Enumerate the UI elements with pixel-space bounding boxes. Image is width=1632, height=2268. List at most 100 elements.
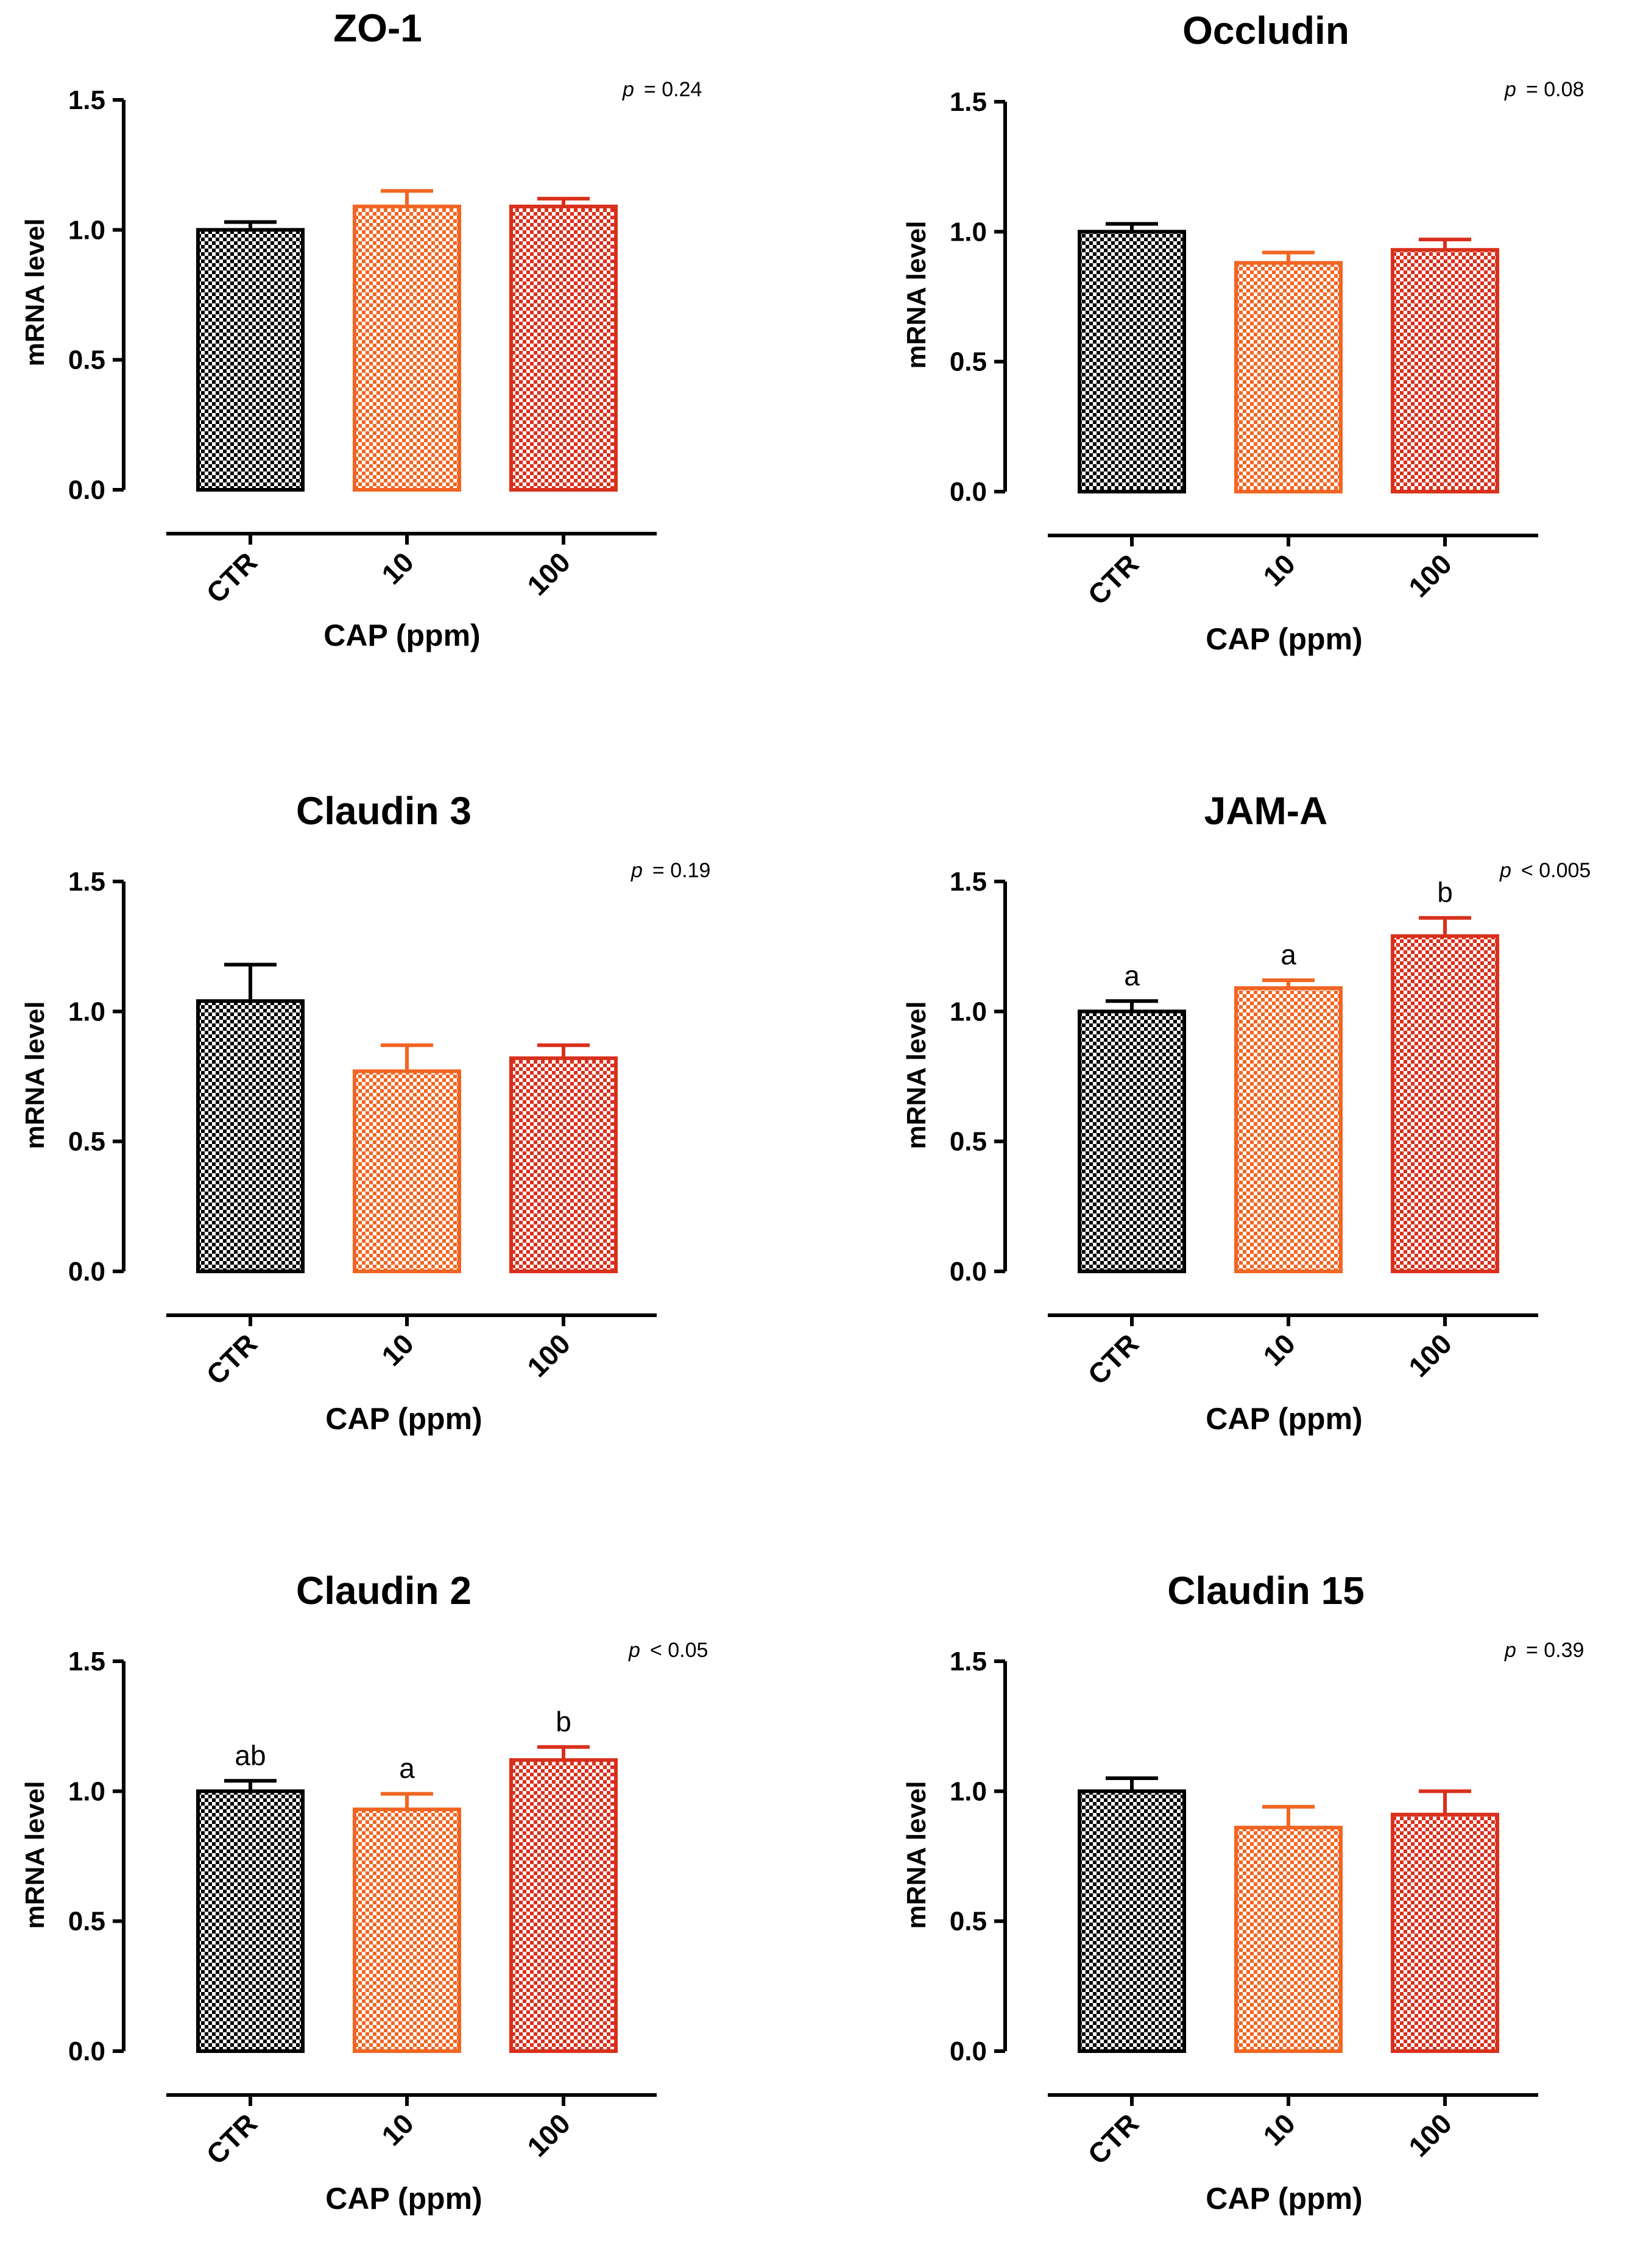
bar-ctr [1078, 1789, 1186, 2053]
y-axis-label: mRNA level [902, 1002, 931, 1150]
chart-title: Claudin 2 [296, 1569, 472, 1613]
x-tick-label: CTR [1081, 2107, 1145, 2171]
bar-10 [1234, 261, 1343, 493]
p-symbol: p [628, 1639, 640, 1662]
bar-10 [353, 1807, 461, 2053]
p-symbol: p [1504, 78, 1516, 101]
bar-ctr [1078, 230, 1186, 493]
p-value-text: = 0.08 [1526, 78, 1584, 101]
bar-100 [509, 1056, 618, 1273]
y-tick-label: 1.5 [68, 1647, 105, 1676]
chart-title: JAM-A [1204, 789, 1328, 833]
y-tick-label: 1.0 [68, 1776, 105, 1806]
x-tick-label: CTR [1081, 1327, 1145, 1391]
bar-10 [1234, 1826, 1343, 2053]
x-tick-label: CTR [200, 2107, 263, 2171]
bar-100 [509, 204, 618, 492]
p-symbol: p [622, 78, 634, 101]
x-tick-label: 100 [1402, 1327, 1458, 1383]
p-value: p = 0.24 [622, 78, 702, 101]
p-value: p = 0.19 [631, 859, 710, 882]
x-axis-label: CAP (ppm) [325, 1402, 482, 1436]
bar-10 [1234, 986, 1343, 1274]
significance-letter: a [399, 1753, 415, 1784]
bar-100 [1391, 934, 1499, 1273]
p-value: p = 0.39 [1504, 1639, 1584, 1662]
significance-letter: b [556, 1706, 571, 1737]
y-axis-label: mRNA level [20, 1781, 50, 1929]
x-axis-label: CAP (ppm) [325, 2181, 482, 2216]
panel-claudin2: Claudin 2 mRNA level p < 0.05 CAP (ppm) 0… [20, 1569, 708, 2216]
p-value-text: = 0.39 [1526, 1639, 1584, 1662]
x-tick-label: 10 [1257, 1327, 1301, 1372]
x-tick-label: 100 [521, 1327, 576, 1383]
x-tick-label: 10 [375, 546, 420, 590]
y-tick-label: 0.5 [950, 1127, 987, 1157]
x-tick-label: CTR [1081, 548, 1145, 611]
y-tick-label: 0.5 [950, 347, 987, 377]
significance-letter: a [1281, 939, 1296, 970]
p-symbol: p [1499, 859, 1511, 882]
y-tick-label: 0.0 [68, 475, 105, 505]
p-value-text: = 0.19 [652, 859, 710, 882]
y-tick-label: 1.5 [68, 85, 105, 115]
y-tick-label: 1.5 [68, 867, 105, 897]
bar-ctr [196, 999, 305, 1274]
x-tick-label: 10 [375, 1327, 420, 1372]
y-axis-label: mRNA level [20, 1002, 50, 1150]
p-value: p < 0.05 [628, 1639, 708, 1662]
bar-ctr [196, 228, 305, 492]
bar-100 [509, 1758, 618, 2053]
y-tick-label: 1.5 [950, 1647, 987, 1676]
y-axis-label: mRNA level [902, 1781, 931, 1929]
panel-occludin: Occludin mRNA level p = 0.08 CAP (ppm) 0.… [902, 9, 1584, 656]
p-value: p = 0.08 [1504, 78, 1584, 101]
y-tick-label: 0.0 [950, 1257, 987, 1287]
y-tick-label: 1.0 [950, 1776, 987, 1806]
y-tick-label: 0.5 [68, 1907, 105, 1937]
x-tick-label: 100 [1402, 548, 1458, 603]
y-tick-label: 0.0 [68, 1257, 105, 1287]
chart-title: Occludin [1182, 9, 1349, 52]
y-tick-label: 1.5 [950, 87, 987, 117]
y-tick-label: 0.0 [68, 2037, 105, 2066]
x-tick-label: 10 [375, 2107, 420, 2152]
p-symbol: p [1504, 1639, 1516, 1662]
significance-letter: ab [235, 1739, 266, 1771]
bar-10 [353, 204, 461, 492]
p-value: p < 0.005 [1499, 859, 1591, 882]
panel-zo1: ZO-1 mRNA level p = 0.24 CAP (ppm) 0.0 0.5… [20, 6, 702, 652]
y-tick-label: 1.0 [68, 215, 105, 245]
y-tick-label: 1.0 [950, 217, 987, 247]
p-value-text: < 0.05 [650, 1639, 708, 1662]
panel-jama: JAM-A mRNA level p < 0.005 CAP (ppm) 0.0 0… [902, 789, 1591, 1436]
panel-claudin3: Claudin 3 mRNA level p = 0.19 CAP (ppm) 0… [20, 789, 710, 1436]
y-tick-label: 0.5 [68, 345, 105, 375]
x-tick-label: 100 [521, 2107, 576, 2163]
x-tick-label: 10 [1257, 548, 1301, 592]
p-symbol: p [631, 859, 643, 882]
y-tick-label: 1.0 [950, 997, 987, 1026]
panel-claudin15: Claudin 15 mRNA level p = 0.39 CAP (ppm) … [902, 1569, 1584, 2216]
p-value-text: = 0.24 [644, 78, 702, 101]
bar-ctr [1078, 1009, 1186, 1274]
y-axis-label: mRNA level [20, 219, 50, 367]
significance-letter: a [1124, 959, 1140, 991]
y-axis-label: mRNA level [902, 221, 931, 369]
x-axis-label: CAP (ppm) [1206, 2181, 1362, 2216]
x-tick-label: 100 [1402, 2107, 1458, 2163]
bar-100 [1391, 248, 1499, 493]
chart-title: Claudin 15 [1167, 1569, 1365, 1613]
y-tick-label: 0.5 [950, 1907, 987, 1937]
bar-ctr [196, 1789, 305, 2053]
x-axis-label: CAP (ppm) [1206, 1402, 1362, 1436]
x-tick-label: 10 [1257, 2107, 1301, 2152]
x-tick-label: CTR [200, 1327, 263, 1391]
x-tick-label: 100 [521, 546, 576, 601]
y-tick-label: 0.0 [950, 477, 987, 507]
y-tick-label: 0.5 [68, 1127, 105, 1157]
y-tick-label: 1.5 [950, 867, 987, 897]
bar-10 [353, 1069, 461, 1273]
bar-100 [1391, 1812, 1499, 2054]
